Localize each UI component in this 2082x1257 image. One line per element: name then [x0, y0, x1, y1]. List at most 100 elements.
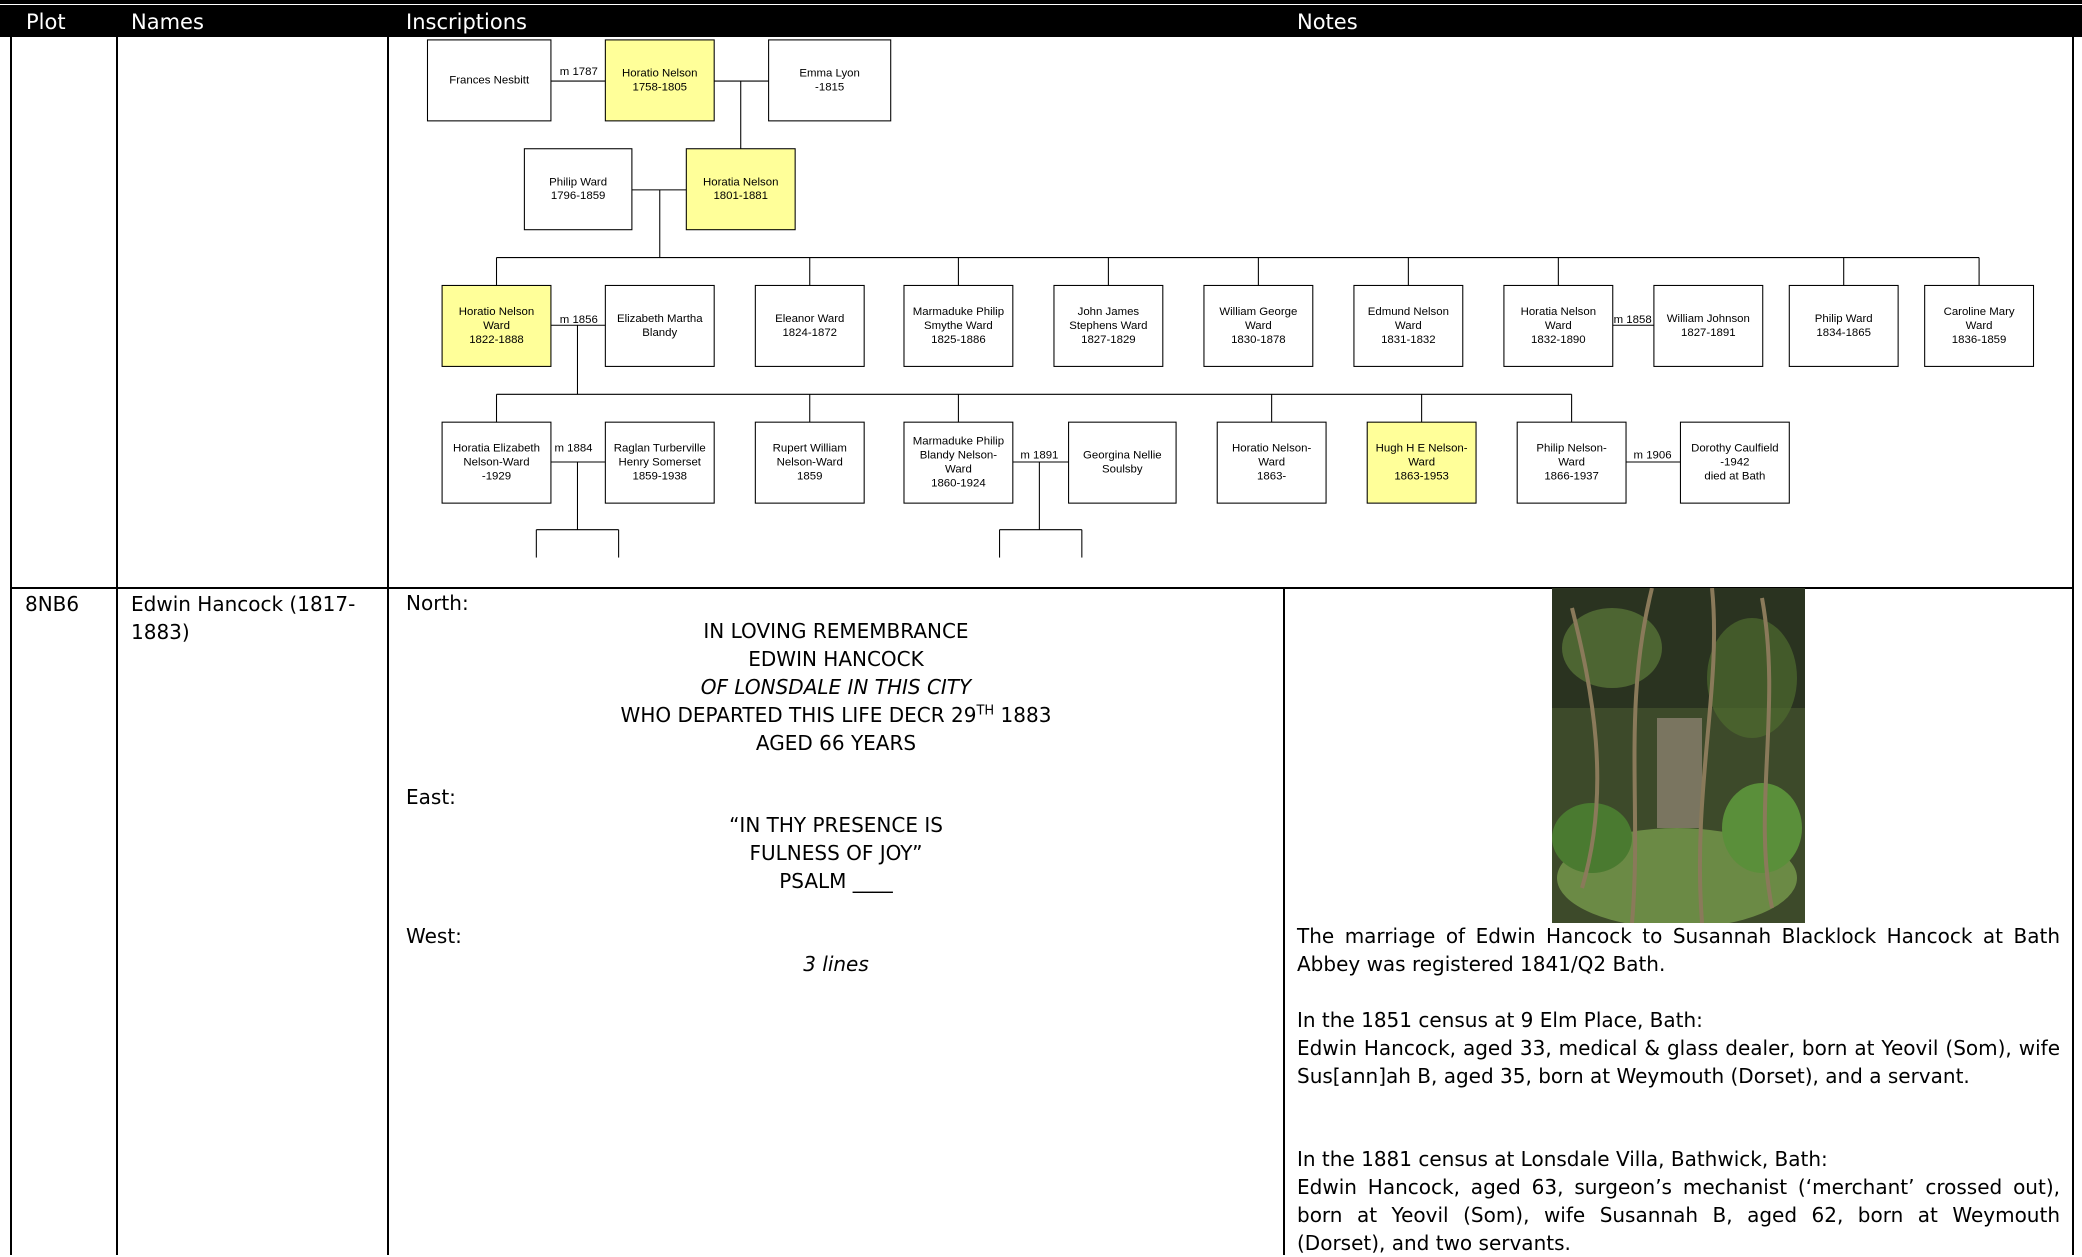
person-box	[1353, 284, 1464, 367]
person-text: Horatia Elizabeth	[453, 443, 540, 455]
person: Frances Nesbitt	[426, 39, 552, 122]
marriage-label: m 1891	[1020, 449, 1058, 461]
person-text: William Johnson	[1667, 313, 1750, 325]
column-header: Names	[131, 10, 204, 34]
border	[2072, 37, 2074, 1255]
person-text: -1815	[815, 81, 844, 93]
person-text: Emma Lyon	[799, 67, 859, 79]
person-text: 1758-1805	[632, 81, 687, 93]
person-box	[1653, 284, 1764, 367]
person-box	[1788, 284, 1899, 367]
marriage-label: m 1906	[1634, 449, 1672, 461]
person-text: Hugh H E Nelson-	[1376, 443, 1468, 455]
inscription-line: PSALM ____	[779, 869, 893, 893]
person: Rupert William Nelson-Ward 1859	[754, 421, 865, 504]
superscript: TH	[976, 703, 995, 719]
person-box	[1203, 284, 1314, 367]
person-text: 1860-1924	[931, 478, 986, 490]
inscription-line: WHO DEPARTED THIS LIFE DECR 29TH 1883	[388, 701, 1284, 729]
person: Edmund Nelson Ward 1831-1832	[1353, 284, 1464, 367]
person-text: Philip Nelson-	[1536, 443, 1607, 455]
person: Marmaduke Philip Smythe Ward 1825-1886	[903, 284, 1014, 367]
connectors	[495, 80, 1980, 558]
person-text: Nelson-Ward	[463, 457, 529, 469]
person-text: 1827-1829	[1081, 334, 1136, 346]
marriage-label: m 1884	[554, 443, 593, 455]
person-text: Soulsby	[1102, 464, 1143, 476]
person-box	[604, 284, 715, 367]
person: Eleanor Ward 1824-1872	[754, 284, 865, 367]
person-box	[1503, 284, 1614, 367]
person: Dorothy Caulfield -1942 died at Bath	[1679, 421, 1790, 504]
marriage-label: m 1787	[560, 66, 598, 78]
person: John James Stephens Ward 1827-1829	[1053, 284, 1164, 367]
person-box	[903, 284, 1014, 367]
inscription-line: IN LOVING REMEMBRANCE	[703, 619, 969, 643]
person-text: Elizabeth Martha	[617, 313, 703, 325]
person-box	[754, 421, 865, 504]
person-text: Eleanor Ward	[775, 313, 844, 325]
inscription: 3 lines	[388, 950, 1284, 978]
marriage-label: m 1858	[1614, 314, 1652, 326]
person-box	[1366, 421, 1477, 504]
person-text: 1859	[797, 471, 822, 483]
person: Hugh H E Nelson- Ward 1863-1953	[1366, 421, 1477, 504]
person-text: Ward	[1258, 457, 1285, 469]
person: Caroline Mary Ward 1836-1859	[1924, 284, 2035, 367]
person-text: 1831-1832	[1381, 334, 1436, 346]
person: Horatio Nelson 1758-1805	[604, 39, 715, 122]
inscription-line: “IN THY PRESENCE IS	[729, 813, 943, 837]
person-box	[1679, 421, 1790, 504]
plot-cell: 8NB6	[25, 592, 80, 616]
person-text: Ward	[1395, 320, 1422, 332]
person-text: Ward	[1408, 457, 1435, 469]
person-text: Ward	[483, 320, 510, 332]
person-text: Marmaduke Philip	[913, 306, 1004, 318]
face-label: East:	[406, 785, 456, 809]
person-text: 1796-1859	[551, 190, 606, 202]
person-text: Ward	[1558, 457, 1585, 469]
inscription-line: FULNESS OF JOY”	[749, 841, 923, 865]
person-text: 1801-1881	[713, 190, 768, 202]
person-text: Nelson-Ward	[777, 457, 843, 469]
person-text: 1863-	[1257, 471, 1286, 483]
person: Philip Nelson- Ward 1866-1937	[1516, 421, 1627, 504]
person-box	[523, 148, 633, 231]
person-text: Edmund Nelson	[1368, 306, 1449, 318]
person-box	[441, 421, 552, 504]
inscription: “IN THY PRESENCE IS FULNESS OF JOY” PSAL…	[388, 811, 1284, 895]
person-text: Blandy Nelson-	[920, 450, 998, 462]
person-text: Philip Ward	[1815, 313, 1873, 325]
person-text: Horatio Nelson-	[1232, 443, 1311, 455]
person-text: Rupert William	[773, 443, 847, 455]
person-box	[1516, 421, 1627, 504]
person-text: Horatio Nelson	[622, 67, 697, 79]
person-text: 1859-1938	[632, 471, 687, 483]
inscription-line: 3 lines	[803, 952, 869, 976]
person-box	[426, 39, 552, 122]
person-text: 1824-1872	[782, 327, 837, 339]
person-text: -1942	[1720, 457, 1749, 469]
person-text: Ward	[1545, 320, 1572, 332]
marriage-label: m 1856	[560, 314, 598, 326]
inscription-line: AGED 66 YEARS	[755, 731, 917, 755]
person: William George Ward 1830-1878	[1203, 284, 1314, 367]
names-cell: Edwin Hancock (1817-1883)	[131, 592, 356, 644]
person-text: 1832-1890	[1531, 334, 1586, 346]
person: Marmaduke Philip Blandy Nelson- Ward 1860-1…	[903, 421, 1014, 504]
person-text: 1822-1888	[469, 334, 524, 346]
note-heading: In the 1851 census at 9 Elm Place, Bath:	[1297, 1008, 1703, 1032]
inscription-line: EDWIN HANCOCK	[748, 647, 924, 671]
face-label: North:	[406, 591, 469, 615]
person-text: Ward	[1966, 320, 1993, 332]
border	[387, 37, 389, 1255]
person-box	[768, 39, 892, 122]
person-text: Horatio Nelson	[459, 306, 534, 318]
person-box	[903, 421, 1014, 504]
person: Raglan Turberville Henry Somerset 1859-193…	[604, 421, 715, 504]
person: William Johnson 1827-1891	[1653, 284, 1764, 367]
person-text: 1830-1878	[1231, 334, 1286, 346]
person-text: Henry Somerset	[619, 457, 702, 469]
person-box	[685, 148, 796, 231]
person: Horatio Nelson- Ward 1863-	[1216, 421, 1327, 504]
